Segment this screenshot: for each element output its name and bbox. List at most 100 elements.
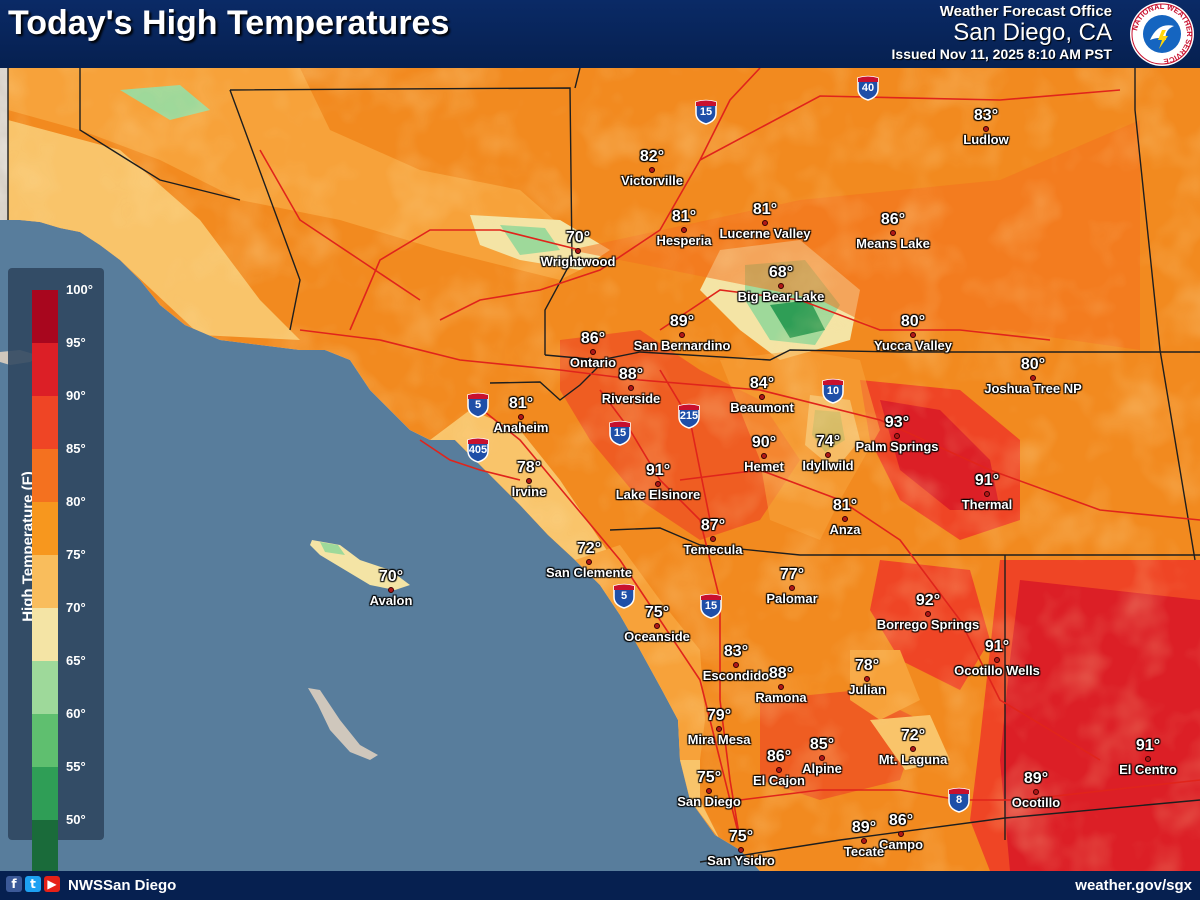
header-bar: Today's High Temperatures Weather Foreca… bbox=[0, 0, 1200, 68]
city-dot-icon bbox=[759, 394, 765, 400]
city-dot-icon bbox=[733, 662, 739, 668]
page-title: Today's High Temperatures bbox=[8, 4, 450, 42]
youtube-icon[interactable]: ▶ bbox=[44, 876, 60, 892]
city-temperature: 91° bbox=[1135, 737, 1161, 754]
city-name: Anaheim bbox=[493, 420, 549, 435]
santa-catalina-island bbox=[310, 540, 410, 590]
city-name: Ocotillo Wells bbox=[954, 663, 1040, 678]
interstate-shield-icon: 15 bbox=[693, 99, 719, 125]
city-dot-icon bbox=[706, 788, 712, 794]
city-name: Ocotillo bbox=[1011, 795, 1061, 810]
city-name: Mira Mesa bbox=[687, 732, 751, 747]
highways bbox=[259, 68, 1200, 841]
city-dot-icon bbox=[1145, 756, 1151, 762]
city-dot-icon bbox=[655, 481, 661, 487]
city-dot-icon bbox=[861, 838, 867, 844]
city-temperature: 70° bbox=[565, 229, 591, 246]
legend-label: 75° bbox=[66, 547, 86, 562]
ocean bbox=[0, 220, 760, 871]
interstate-number: 10 bbox=[826, 385, 840, 397]
website-link[interactable]: weather.gov/sgx bbox=[1075, 877, 1192, 894]
city-dot-icon bbox=[789, 585, 795, 591]
city-temperature: 80° bbox=[900, 313, 926, 330]
city-name: Victorville bbox=[621, 173, 683, 188]
city-name: Wrightwood bbox=[540, 254, 616, 269]
city-dot-icon bbox=[983, 126, 989, 132]
office-label: Weather Forecast Office bbox=[939, 3, 1112, 20]
legend-colorbar bbox=[32, 290, 58, 873]
city-name: Oceanside bbox=[624, 629, 690, 644]
city-dot-icon bbox=[710, 536, 716, 542]
city-temperature: 86° bbox=[766, 748, 792, 765]
interstate-number: 405 bbox=[468, 444, 488, 456]
city-temperature: 88° bbox=[768, 665, 794, 682]
city-temperature: 78° bbox=[854, 657, 880, 674]
city-temperature: 92° bbox=[915, 592, 941, 609]
city-temperature: 84° bbox=[749, 375, 775, 392]
city-temperature: 79° bbox=[706, 707, 732, 724]
city-temperature: 81° bbox=[752, 201, 778, 218]
legend-swatch bbox=[32, 449, 58, 502]
city-name: San Bernardino bbox=[633, 338, 731, 353]
city-temperature: 83° bbox=[973, 107, 999, 124]
city-temperature: 87° bbox=[700, 517, 726, 534]
city-name: Julian bbox=[848, 682, 886, 697]
interstate-number: 15 bbox=[613, 427, 627, 439]
city-temperature: 70° bbox=[378, 568, 404, 585]
city-name: Ramona bbox=[755, 690, 807, 705]
interstate-number: 5 bbox=[620, 590, 628, 602]
facebook-icon[interactable]: f bbox=[6, 876, 22, 892]
footer-bar: f t ▶ NWSSan Diego weather.gov/sgx bbox=[0, 871, 1200, 900]
city-temperature: 86° bbox=[888, 812, 914, 829]
city-dot-icon bbox=[762, 220, 768, 226]
city-name: Avalon bbox=[369, 593, 413, 608]
city-temperature: 93° bbox=[884, 414, 910, 431]
city-temperature: 74° bbox=[815, 433, 841, 450]
city-dot-icon bbox=[778, 684, 784, 690]
city-name: Big Bear Lake bbox=[737, 289, 825, 304]
interstate-number: 215 bbox=[679, 410, 699, 422]
city-dot-icon bbox=[628, 385, 634, 391]
office-location: San Diego, CA bbox=[953, 19, 1112, 46]
legend-label: 70° bbox=[66, 600, 86, 615]
city-name: San Ysidro bbox=[707, 853, 775, 868]
city-name: Alpine bbox=[802, 761, 842, 776]
city-name: Beaumont bbox=[730, 400, 794, 415]
city-temperature: 90° bbox=[751, 434, 777, 451]
city-dot-icon bbox=[526, 478, 532, 484]
city-dot-icon bbox=[575, 248, 581, 254]
city-name: Escondido bbox=[702, 668, 770, 683]
city-dot-icon bbox=[910, 746, 916, 752]
legend-label: 60° bbox=[66, 706, 86, 721]
city-temperature: 88° bbox=[618, 366, 644, 383]
interstate-shield-icon: 10 bbox=[820, 378, 846, 404]
legend-swatch bbox=[32, 290, 58, 343]
interstate-shield-icon: 8 bbox=[946, 787, 972, 813]
city-temperature: 85° bbox=[809, 736, 835, 753]
city-name: Yucca Valley bbox=[873, 338, 953, 353]
legend-label: 65° bbox=[66, 653, 86, 668]
twitter-icon[interactable]: t bbox=[25, 876, 41, 892]
county-boundaries bbox=[7, 68, 1200, 863]
city-dot-icon bbox=[819, 755, 825, 761]
legend-swatch bbox=[32, 396, 58, 449]
office-info: Weather Forecast Office San Diego, CA Is… bbox=[892, 3, 1112, 62]
city-temperature: 68° bbox=[768, 264, 794, 281]
city-name: Campo bbox=[878, 837, 924, 852]
city-temperature: 86° bbox=[580, 330, 606, 347]
city-temperature: 83° bbox=[723, 643, 749, 660]
city-dot-icon bbox=[925, 611, 931, 617]
city-dot-icon bbox=[842, 516, 848, 522]
interstate-number: 5 bbox=[474, 399, 482, 411]
legend-swatch bbox=[32, 502, 58, 555]
legend-label: 80° bbox=[66, 494, 86, 509]
interstate-shield-icon: 15 bbox=[698, 593, 724, 619]
legend-swatch bbox=[32, 661, 58, 714]
social-icons: f t ▶ bbox=[6, 876, 60, 892]
city-dot-icon bbox=[590, 349, 596, 355]
legend-swatch bbox=[32, 555, 58, 608]
city-dot-icon bbox=[518, 414, 524, 420]
city-temperature: 81° bbox=[671, 208, 697, 225]
city-dot-icon bbox=[864, 676, 870, 682]
interstate-shield-icon: 405 bbox=[465, 437, 491, 463]
